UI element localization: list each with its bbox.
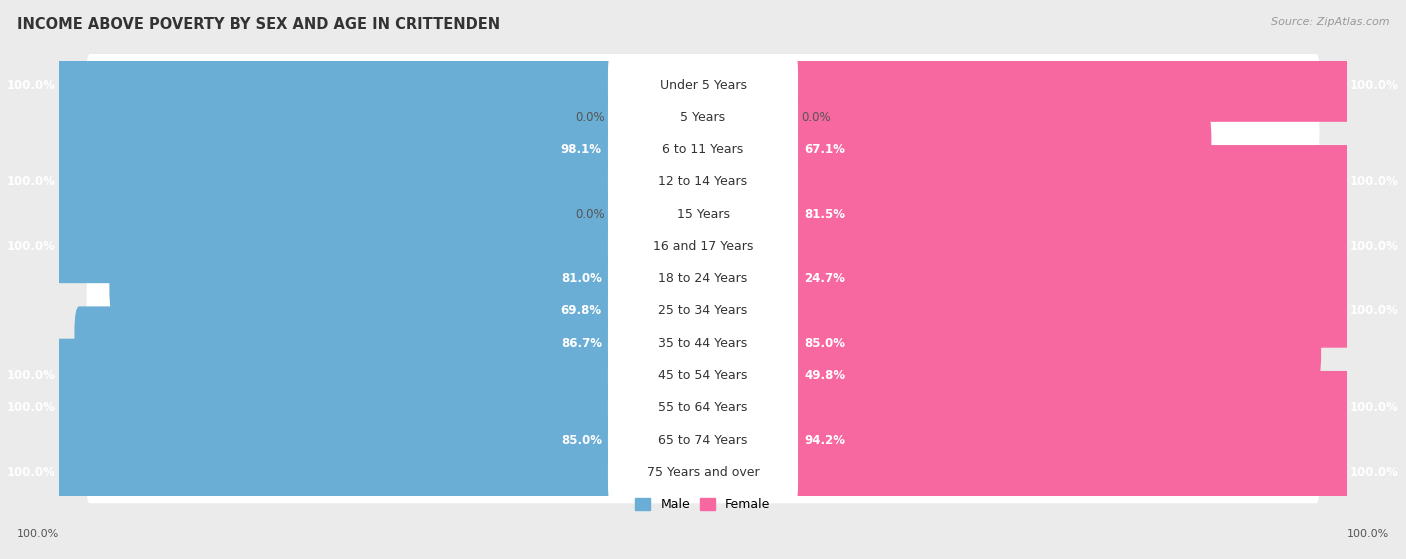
Text: INCOME ABOVE POVERTY BY SEX AND AGE IN CRITTENDEN: INCOME ABOVE POVERTY BY SEX AND AGE IN C… (17, 17, 501, 32)
Text: 18 to 24 Years: 18 to 24 Years (658, 272, 748, 285)
Text: 81.5%: 81.5% (804, 207, 845, 221)
Text: 100.0%: 100.0% (7, 176, 56, 188)
FancyBboxPatch shape (87, 377, 1319, 439)
Text: 86.7%: 86.7% (561, 337, 602, 350)
Text: 100.0%: 100.0% (1350, 176, 1399, 188)
Legend: Male, Female: Male, Female (630, 494, 776, 517)
Text: 100.0%: 100.0% (7, 78, 56, 92)
Text: 0.0%: 0.0% (801, 111, 831, 124)
Text: 94.2%: 94.2% (804, 433, 845, 447)
FancyBboxPatch shape (0, 371, 616, 444)
FancyBboxPatch shape (87, 441, 1319, 503)
Text: 5 Years: 5 Years (681, 111, 725, 124)
FancyBboxPatch shape (87, 312, 1319, 374)
FancyBboxPatch shape (110, 242, 616, 315)
FancyBboxPatch shape (790, 435, 1406, 509)
Text: 85.0%: 85.0% (561, 433, 602, 447)
FancyBboxPatch shape (87, 54, 1319, 116)
Text: 65 to 74 Years: 65 to 74 Years (658, 433, 748, 447)
FancyBboxPatch shape (790, 145, 1406, 219)
FancyBboxPatch shape (607, 205, 799, 288)
Text: 100.0%: 100.0% (1350, 240, 1399, 253)
FancyBboxPatch shape (790, 210, 1406, 283)
Text: 16 and 17 Years: 16 and 17 Years (652, 240, 754, 253)
FancyBboxPatch shape (790, 371, 1406, 444)
Text: 100.0%: 100.0% (1350, 401, 1399, 414)
Text: 69.8%: 69.8% (561, 305, 602, 318)
FancyBboxPatch shape (607, 75, 799, 159)
Text: 81.0%: 81.0% (561, 272, 602, 285)
FancyBboxPatch shape (607, 236, 799, 321)
Text: 55 to 64 Years: 55 to 64 Years (658, 401, 748, 414)
Text: 15 Years: 15 Years (676, 207, 730, 221)
FancyBboxPatch shape (0, 48, 616, 122)
FancyBboxPatch shape (790, 339, 1105, 412)
Text: 100.0%: 100.0% (7, 369, 56, 382)
Text: 98.1%: 98.1% (561, 143, 602, 156)
FancyBboxPatch shape (87, 151, 1319, 213)
Text: 100.0%: 100.0% (1350, 305, 1399, 318)
FancyBboxPatch shape (607, 172, 799, 256)
FancyBboxPatch shape (607, 43, 799, 127)
Text: 35 to 44 Years: 35 to 44 Years (658, 337, 748, 350)
FancyBboxPatch shape (607, 301, 799, 385)
FancyBboxPatch shape (87, 86, 1319, 148)
Text: 6 to 11 Years: 6 to 11 Years (662, 143, 744, 156)
FancyBboxPatch shape (790, 242, 952, 315)
FancyBboxPatch shape (87, 280, 1319, 342)
FancyBboxPatch shape (0, 435, 616, 509)
FancyBboxPatch shape (87, 409, 1319, 471)
FancyBboxPatch shape (84, 403, 616, 477)
Text: 100.0%: 100.0% (1347, 529, 1389, 539)
FancyBboxPatch shape (790, 306, 1322, 380)
FancyBboxPatch shape (87, 183, 1319, 245)
FancyBboxPatch shape (87, 215, 1319, 277)
Text: 85.0%: 85.0% (804, 337, 845, 350)
FancyBboxPatch shape (790, 113, 1212, 186)
Text: 100.0%: 100.0% (7, 466, 56, 479)
FancyBboxPatch shape (4, 113, 616, 186)
Text: 0.0%: 0.0% (575, 207, 605, 221)
FancyBboxPatch shape (607, 140, 799, 224)
FancyBboxPatch shape (0, 210, 616, 283)
FancyBboxPatch shape (87, 248, 1319, 310)
FancyBboxPatch shape (790, 177, 1299, 251)
FancyBboxPatch shape (607, 269, 799, 353)
Text: 100.0%: 100.0% (7, 401, 56, 414)
FancyBboxPatch shape (87, 119, 1319, 181)
Text: 100.0%: 100.0% (7, 240, 56, 253)
FancyBboxPatch shape (75, 306, 616, 380)
Text: 49.8%: 49.8% (804, 369, 845, 382)
FancyBboxPatch shape (790, 403, 1378, 477)
Text: 12 to 14 Years: 12 to 14 Years (658, 176, 748, 188)
FancyBboxPatch shape (790, 48, 1406, 122)
FancyBboxPatch shape (607, 334, 799, 418)
FancyBboxPatch shape (607, 398, 799, 482)
Text: 24.7%: 24.7% (804, 272, 845, 285)
Text: 67.1%: 67.1% (804, 143, 845, 156)
Text: 100.0%: 100.0% (1350, 466, 1399, 479)
Text: Under 5 Years: Under 5 Years (659, 78, 747, 92)
FancyBboxPatch shape (0, 145, 616, 219)
FancyBboxPatch shape (87, 344, 1319, 406)
FancyBboxPatch shape (179, 274, 616, 348)
FancyBboxPatch shape (0, 339, 616, 412)
FancyBboxPatch shape (790, 274, 1406, 348)
Text: 45 to 54 Years: 45 to 54 Years (658, 369, 748, 382)
FancyBboxPatch shape (607, 108, 799, 192)
Text: 25 to 34 Years: 25 to 34 Years (658, 305, 748, 318)
Text: 0.0%: 0.0% (575, 111, 605, 124)
FancyBboxPatch shape (607, 366, 799, 449)
Text: 75 Years and over: 75 Years and over (647, 466, 759, 479)
FancyBboxPatch shape (607, 430, 799, 514)
Text: Source: ZipAtlas.com: Source: ZipAtlas.com (1271, 17, 1389, 27)
Text: 100.0%: 100.0% (17, 529, 59, 539)
Text: 100.0%: 100.0% (1350, 78, 1399, 92)
